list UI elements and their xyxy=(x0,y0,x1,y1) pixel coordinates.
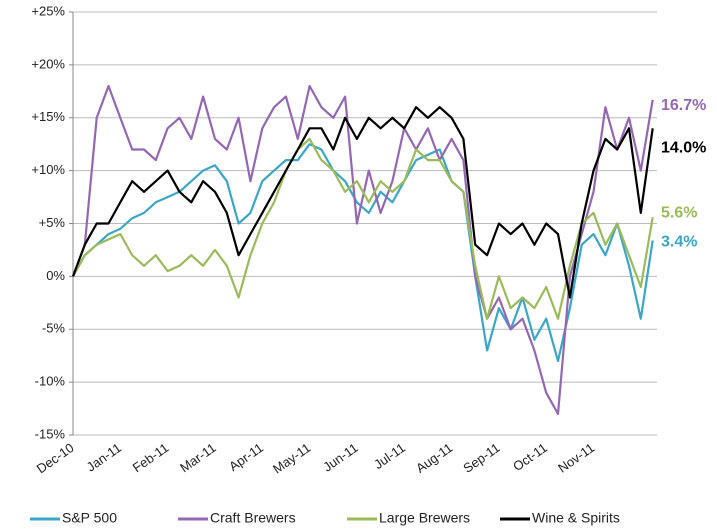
x-tick-label: Mar-11 xyxy=(177,440,219,475)
end-label: 16.7% xyxy=(661,97,706,114)
y-tick-label: -10% xyxy=(35,374,66,389)
y-tick-label: -15% xyxy=(35,426,66,441)
x-tick-label: Jul-11 xyxy=(371,440,408,472)
x-tick-label: Sep-11 xyxy=(460,440,502,476)
y-tick-label: +10% xyxy=(31,162,65,177)
y-tick-label: +5% xyxy=(39,215,66,230)
x-tick-label: Jan-11 xyxy=(84,440,124,475)
x-tick-label: Apr-11 xyxy=(226,440,266,474)
series-line xyxy=(72,143,654,363)
end-label: 5.6% xyxy=(661,204,697,221)
series-line xyxy=(72,137,654,320)
x-tick-label: Oct-11 xyxy=(510,440,550,474)
end-label: 14.0% xyxy=(661,140,706,157)
legend-label: Large Brewers xyxy=(379,510,470,526)
y-tick-label: -5% xyxy=(42,321,66,336)
y-tick-label: 0% xyxy=(46,268,65,283)
x-tick-label: Feb-11 xyxy=(130,440,172,475)
x-tick-label: May-11 xyxy=(270,440,313,477)
series-line xyxy=(71,84,654,415)
end-label: 3.4% xyxy=(661,234,697,251)
legend-label: S&P 500 xyxy=(62,510,117,526)
x-tick-label: Aug-11 xyxy=(413,440,455,476)
series-line xyxy=(71,106,654,299)
x-tick-label: Dec-10 xyxy=(34,440,77,476)
x-tick-label: Jun-11 xyxy=(320,440,360,475)
x-tick-label: Nov-11 xyxy=(555,440,597,476)
legend-label: Craft Brewers xyxy=(210,510,296,526)
legend-label: Wine & Spirits xyxy=(532,510,620,526)
y-tick-label: +25% xyxy=(31,3,65,18)
y-tick-label: +15% xyxy=(31,109,65,124)
y-tick-label: +20% xyxy=(31,56,65,71)
